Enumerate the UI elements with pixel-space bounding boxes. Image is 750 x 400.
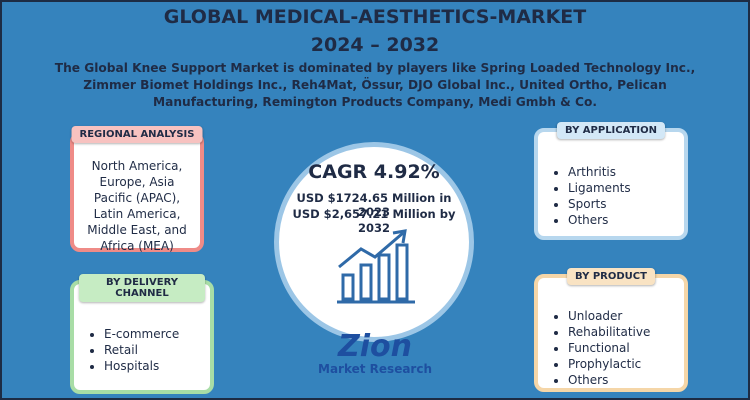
list-item: Others [568,372,650,388]
logo-tagline: Market Research [318,362,432,376]
list-item: Rehabilitative [568,324,650,340]
item-list: E-commerceRetailHospitals [84,326,179,374]
item-list: UnloaderRehabilitativeFunctionalProphyla… [548,308,650,388]
list-item: Ligaments [568,180,631,196]
value-2032: USD $2,657.21 Million by 2032 [292,207,456,235]
logo-name: Zion [337,329,412,364]
delivery-box: BY DELIVERY CHANNEL E-commerceRetailHosp… [70,274,214,394]
list-item: E-commerce [104,326,179,342]
list-item: Functional [568,340,650,356]
box-header: REGIONAL ANALYSIS [71,126,203,143]
application-box: BY APPLICATION ArthritisLigamentsSportsO… [534,122,688,240]
list-item: Others [568,212,631,228]
list-item: Unloader [568,308,650,324]
list-item: Retail [104,342,179,358]
list-item: Prophylactic [568,356,650,372]
list-item: Arthritis [568,164,631,180]
years: 2024 – 2032 [310,34,440,56]
box-header: BY DELIVERY CHANNEL [79,274,205,302]
regional-box: REGIONAL ANALYSIS North America, Europe,… [70,126,204,253]
cagr: CAGR 4.92% [308,161,440,183]
logo: Zion Market Research [310,329,440,377]
region-text: North America, Europe, Asia Pacific (APA… [87,159,187,253]
title: GLOBAL MEDICAL-AESTHETICS-MARKET [163,6,587,28]
center-circle: CAGR 4.92% USD $1724.65 Million in 2023 … [274,142,474,342]
list-item: Hospitals [104,358,179,374]
subtitle: The Global Knee Support Market is domina… [54,61,696,109]
box-header: BY PRODUCT [567,268,655,285]
growth-icon [337,229,415,304]
box-header: BY APPLICATION [556,122,666,139]
item-list: ArthritisLigamentsSportsOthers [548,164,631,228]
value-2023: USD $1724.65 Million in 2023 [296,191,452,219]
list-item: Sports [568,196,631,212]
product-box: BY PRODUCT UnloaderRehabilitativeFunctio… [534,268,688,392]
